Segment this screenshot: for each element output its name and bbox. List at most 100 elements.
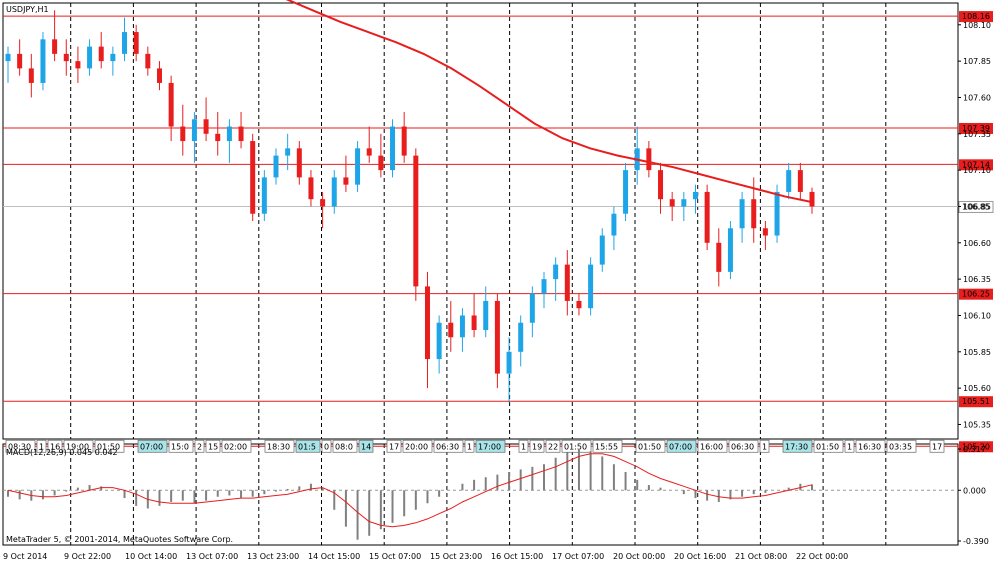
- event-marker[interactable]: [264, 439, 295, 453]
- candle-body[interactable]: [5, 53, 11, 62]
- candle-body[interactable]: [506, 351, 512, 374]
- event-marker[interactable]: [529, 439, 545, 453]
- candle-body[interactable]: [448, 322, 454, 338]
- event-marker[interactable]: [194, 439, 205, 453]
- event-marker[interactable]: [295, 439, 321, 453]
- candle-body[interactable]: [518, 322, 524, 352]
- event-marker[interactable]: [433, 439, 464, 453]
- candle-body[interactable]: [110, 53, 116, 62]
- event-marker[interactable]: [36, 439, 47, 453]
- candle-body[interactable]: [191, 119, 197, 142]
- candle-body[interactable]: [285, 148, 291, 156]
- event-marker[interactable]: [561, 439, 592, 453]
- candle-body[interactable]: [238, 126, 244, 142]
- candle-body[interactable]: [739, 199, 745, 229]
- event-marker[interactable]: [321, 439, 332, 453]
- event-marker[interactable]: [386, 439, 402, 453]
- candle-body[interactable]: [623, 170, 629, 214]
- candle-body[interactable]: [355, 148, 361, 185]
- event-marker[interactable]: [94, 439, 125, 453]
- candle-body[interactable]: [483, 300, 489, 330]
- candle-body[interactable]: [156, 68, 162, 83]
- event-marker[interactable]: [5, 439, 36, 453]
- candle-body[interactable]: [576, 300, 582, 309]
- candle-body[interactable]: [75, 61, 81, 69]
- event-marker[interactable]: [844, 439, 855, 453]
- candle-body[interactable]: [63, 53, 69, 62]
- candle-body[interactable]: [424, 286, 430, 360]
- candle-body[interactable]: [17, 53, 23, 69]
- candle-body[interactable]: [494, 300, 500, 374]
- event-marker[interactable]: [813, 439, 844, 453]
- candle-body[interactable]: [541, 279, 547, 294]
- event-marker[interactable]: [929, 439, 945, 453]
- candle-body[interactable]: [40, 39, 46, 83]
- candle-body[interactable]: [331, 177, 337, 207]
- candle-body[interactable]: [215, 133, 221, 142]
- candle-body[interactable]: [203, 119, 209, 134]
- event-marker[interactable]: [205, 439, 221, 453]
- candle-body[interactable]: [436, 322, 442, 360]
- candle-body[interactable]: [762, 228, 768, 236]
- candle-body[interactable]: [669, 199, 675, 207]
- candle-body[interactable]: [797, 170, 803, 192]
- candle-body[interactable]: [28, 68, 34, 83]
- event-marker[interactable]: [759, 439, 770, 453]
- event-marker[interactable]: [402, 439, 433, 453]
- candle-body[interactable]: [250, 141, 256, 214]
- candle-body[interactable]: [471, 315, 477, 330]
- candle-body[interactable]: [611, 213, 617, 236]
- event-marker[interactable]: [332, 439, 358, 453]
- candle-body[interactable]: [599, 235, 605, 265]
- event-marker[interactable]: [782, 439, 813, 453]
- candle-body[interactable]: [87, 46, 93, 69]
- candle-body[interactable]: [180, 126, 186, 142]
- candle-body[interactable]: [261, 177, 267, 214]
- candle-body[interactable]: [564, 264, 570, 301]
- candle-body[interactable]: [133, 32, 139, 54]
- event-marker[interactable]: [545, 439, 561, 453]
- candle-body[interactable]: [459, 315, 465, 338]
- candle-body[interactable]: [413, 155, 419, 287]
- candle-body[interactable]: [122, 32, 128, 54]
- candle-body[interactable]: [390, 126, 396, 171]
- event-marker[interactable]: [63, 439, 94, 453]
- candle-body[interactable]: [52, 39, 58, 54]
- candle-body[interactable]: [308, 177, 314, 200]
- event-marker[interactable]: [728, 439, 759, 453]
- candle-body[interactable]: [681, 199, 687, 207]
- event-marker[interactable]: [221, 439, 252, 453]
- candle-body[interactable]: [378, 155, 384, 171]
- event-marker[interactable]: [697, 439, 728, 453]
- candle-body[interactable]: [751, 199, 757, 229]
- candle-body[interactable]: [704, 191, 710, 243]
- event-marker[interactable]: [518, 439, 529, 453]
- candle-body[interactable]: [809, 191, 815, 207]
- candle-body[interactable]: [646, 148, 652, 171]
- candle-body[interactable]: [366, 148, 372, 156]
- event-marker[interactable]: [855, 439, 886, 453]
- candle-body[interactable]: [553, 264, 559, 280]
- event-marker[interactable]: [168, 439, 194, 453]
- candle-body[interactable]: [727, 228, 733, 272]
- event-marker[interactable]: [137, 439, 168, 453]
- candle-body[interactable]: [692, 191, 698, 200]
- candle-body[interactable]: [343, 177, 349, 185]
- event-marker[interactable]: [47, 439, 63, 453]
- event-marker[interactable]: [592, 439, 623, 453]
- candle-body[interactable]: [774, 191, 780, 236]
- candle-body[interactable]: [529, 293, 535, 323]
- candle-body[interactable]: [588, 264, 594, 309]
- event-marker[interactable]: [475, 439, 506, 453]
- candle-body[interactable]: [658, 170, 664, 200]
- candle-body[interactable]: [145, 53, 151, 69]
- candle-body[interactable]: [98, 46, 104, 62]
- candle-body[interactable]: [296, 148, 302, 178]
- moving-average-line[interactable]: [285, 0, 813, 204]
- event-marker[interactable]: [464, 439, 475, 453]
- event-marker[interactable]: [886, 439, 917, 453]
- event-marker[interactable]: [666, 439, 697, 453]
- candle-body[interactable]: [168, 82, 174, 127]
